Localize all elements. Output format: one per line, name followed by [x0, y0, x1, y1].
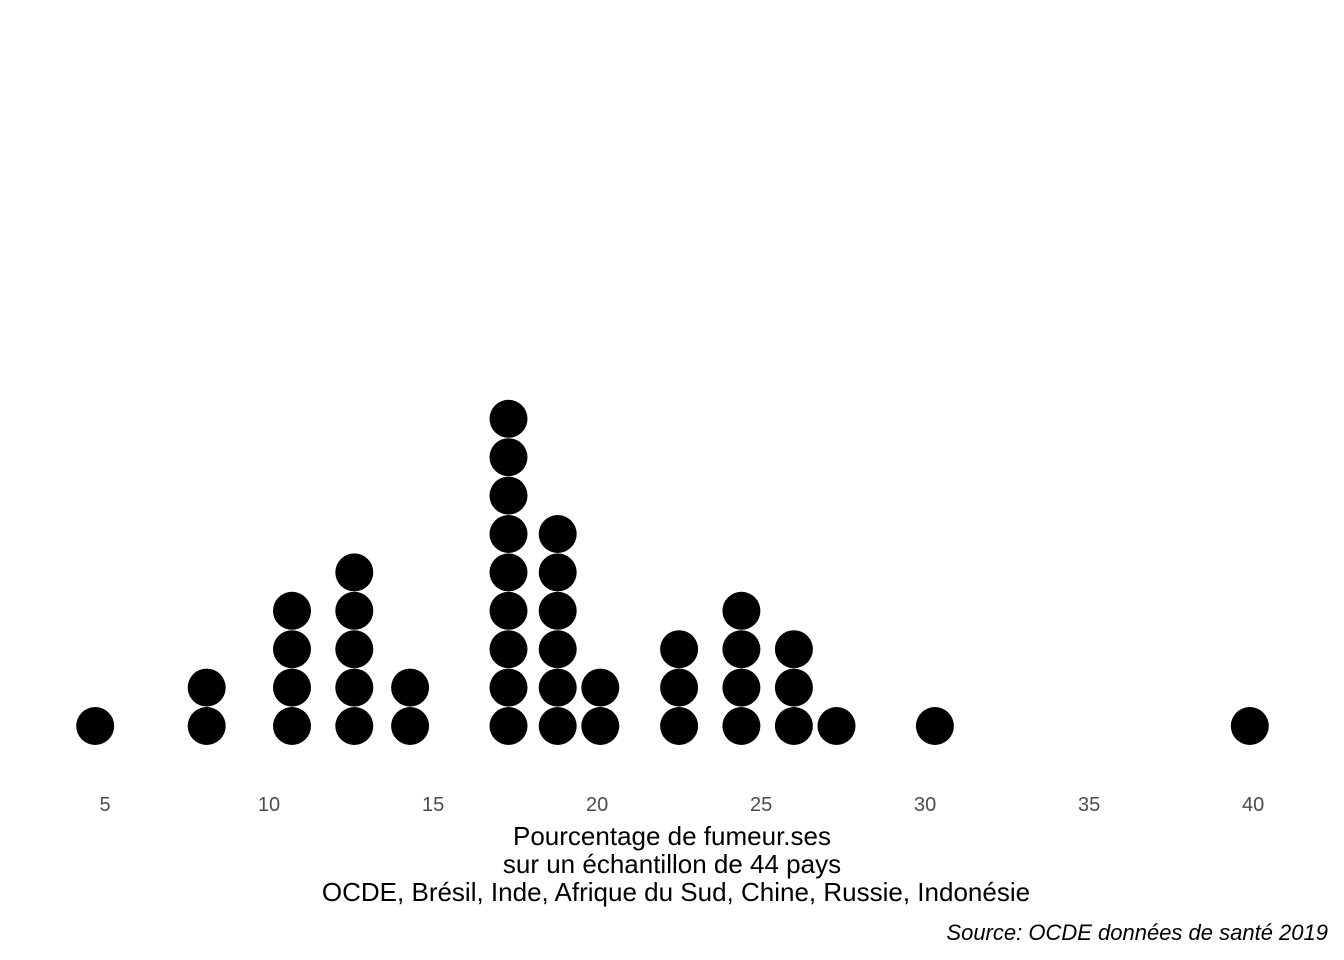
- dot-point: [722, 707, 761, 745]
- x-tick-label: 20: [586, 794, 608, 816]
- dot-point: [1230, 707, 1269, 745]
- dot-point: [581, 707, 620, 745]
- dot-point: [915, 707, 954, 745]
- x-axis-title-line-3: OCDE, Brésil, Inde, Afrique du Sud, Chin…: [322, 877, 1030, 907]
- x-tick-label: 5: [99, 794, 110, 816]
- x-axis-ticks: 5 10 15 20 25 30 35 40: [99, 794, 1264, 816]
- dot-point: [335, 630, 374, 669]
- x-tick-label: 15: [422, 794, 444, 816]
- dot-point: [391, 668, 430, 707]
- dot-point: [538, 553, 577, 592]
- dot-point: [273, 668, 311, 707]
- x-tick-label: 40: [1242, 794, 1264, 816]
- dot-point: [489, 668, 528, 707]
- dot-point: [391, 707, 430, 745]
- dots-layer: [76, 399, 1269, 745]
- dot-point: [538, 630, 577, 669]
- dot-point: [489, 399, 528, 438]
- dot-point: [187, 707, 226, 745]
- x-tick-label: 30: [914, 794, 936, 816]
- dot-point: [660, 668, 699, 707]
- dot-point: [76, 707, 115, 745]
- dot-point: [335, 591, 374, 630]
- dot-point: [489, 707, 528, 745]
- dot-point: [489, 591, 528, 630]
- dot-point: [774, 668, 813, 707]
- dot-point: [581, 668, 620, 707]
- dot-point: [660, 707, 699, 745]
- dot-point: [335, 668, 374, 707]
- dot-point: [538, 591, 577, 630]
- dot-point: [817, 707, 856, 745]
- dot-point: [489, 438, 528, 477]
- x-axis-title-line-1: Pourcentage de fumeur.ses: [513, 821, 831, 851]
- dot-point: [774, 630, 813, 669]
- dot-point: [774, 707, 813, 745]
- dot-point: [335, 707, 374, 745]
- dot-point: [273, 591, 311, 630]
- dot-point: [187, 668, 226, 707]
- x-axis-title-line-2: sur un échantillon de 44 pays: [503, 849, 841, 879]
- dot-point: [660, 630, 699, 669]
- x-axis-title: Pourcentage de fumeur.ses sur un échanti…: [322, 821, 1030, 907]
- dot-point: [538, 707, 577, 745]
- dot-point: [722, 591, 761, 630]
- dot-point: [722, 668, 761, 707]
- dot-point: [538, 515, 577, 553]
- dot-point: [489, 630, 528, 669]
- source-caption: Source: OCDE données de santé 2019: [946, 920, 1328, 945]
- dot-point: [335, 553, 374, 592]
- dot-point: [489, 515, 528, 553]
- dot-point: [273, 707, 311, 745]
- x-tick-label: 10: [258, 794, 280, 816]
- dot-point: [489, 476, 528, 515]
- dot-point: [538, 668, 577, 707]
- dot-point: [722, 630, 761, 669]
- dot-point: [489, 553, 528, 592]
- x-tick-label: 25: [750, 794, 772, 816]
- dot-point: [273, 630, 311, 669]
- x-tick-label: 35: [1078, 794, 1100, 816]
